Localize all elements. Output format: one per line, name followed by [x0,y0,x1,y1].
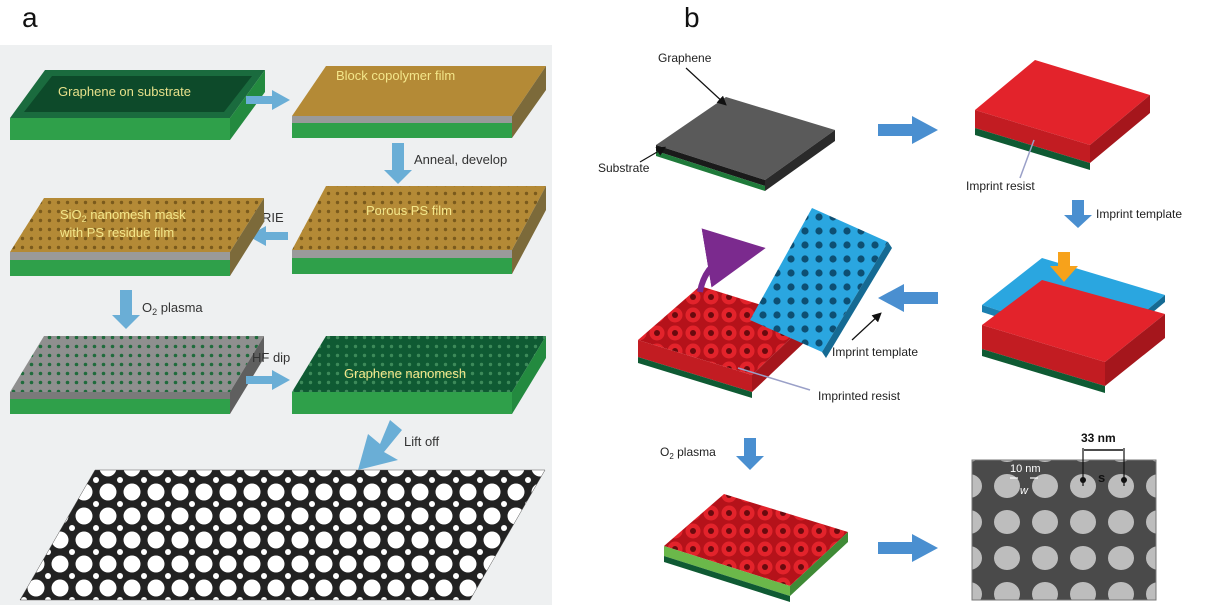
b-slab-etched [664,494,848,602]
arrow-right-1 [246,90,290,110]
label-o2-plasma-a: O2 plasma [142,300,203,317]
label-graphene-nanomesh: Graphene nanomesh [344,366,466,381]
arrow-right-hf [246,370,290,390]
label-w: w [1020,485,1029,497]
peel-arrow [697,228,766,293]
label-imprint-template-step: Imprint template [1096,207,1182,221]
label-lift-off: Lift off [404,434,440,449]
graphene-nanomesh-lattice [20,470,545,600]
slab-block-copolymer: Block copolymer film [292,66,546,138]
panel-a-label: a [22,2,38,33]
s-dot-right [1121,477,1127,483]
label-sio2-mask: SiO2 nanomesh mask [60,207,186,224]
slab-sio2-mask: SiO2 nanomesh mask with PS residue film [10,198,264,276]
slab-graphene-nanomesh: Graphene nanomesh [292,336,546,414]
label-rie: RIE [262,210,284,225]
arrow-down-anneal [384,143,412,184]
b-arrow-down-template [1064,200,1092,228]
substrate-pointer [639,146,667,163]
label-imprint-template: Imprint template [832,345,918,359]
label-ps-residue: with PS residue film [59,225,174,240]
b-arrow-down-o2 [736,438,764,470]
resist-pointer [1019,139,1035,179]
label-imprint-resist: Imprint resist [966,179,1035,193]
label-block-copolymer: Block copolymer film [336,68,455,83]
arrow-down-o2 [112,290,140,329]
b-slab-graphene [656,97,835,191]
label-10nm: 10 nm [1010,463,1041,475]
imprinted-pointer [737,367,811,391]
b-slab-resist [975,60,1150,170]
slab-graphene-on-substrate: Graphene on substrate [10,70,265,140]
label-porous-ps: Porous PS film [366,203,452,218]
b-arrow-left [878,284,938,312]
label-anneal-develop: Anneal, develop [414,152,507,167]
label-imprinted-resist: Imprinted resist [818,389,901,403]
label-s: s [1098,470,1105,485]
b-template-peeled [750,208,892,358]
arrow-lift-off [358,420,402,470]
label-substrate: Substrate [598,161,650,175]
s-dot-left [1080,477,1086,483]
label-33nm: 33 nm [1081,431,1116,445]
b-arrow-right-2 [878,534,938,562]
template-pointer [851,312,882,341]
label-graphene: Graphene [658,51,712,65]
sem-image [972,460,1156,600]
press-arrow [1050,252,1078,282]
b-arrow-right-1 [878,116,938,144]
panel-b-label: b [684,2,700,33]
graphene-pointer [685,67,727,106]
label-hf-dip: HF dip [252,350,290,365]
label-graphene-on-substrate: Graphene on substrate [58,84,191,99]
label-o2-plasma-b: O2 plasma [660,445,716,461]
slab-porous-ps: Porous PS film [292,186,546,274]
b-stack-imprint [982,258,1165,393]
slab-etched-gray [10,336,264,414]
